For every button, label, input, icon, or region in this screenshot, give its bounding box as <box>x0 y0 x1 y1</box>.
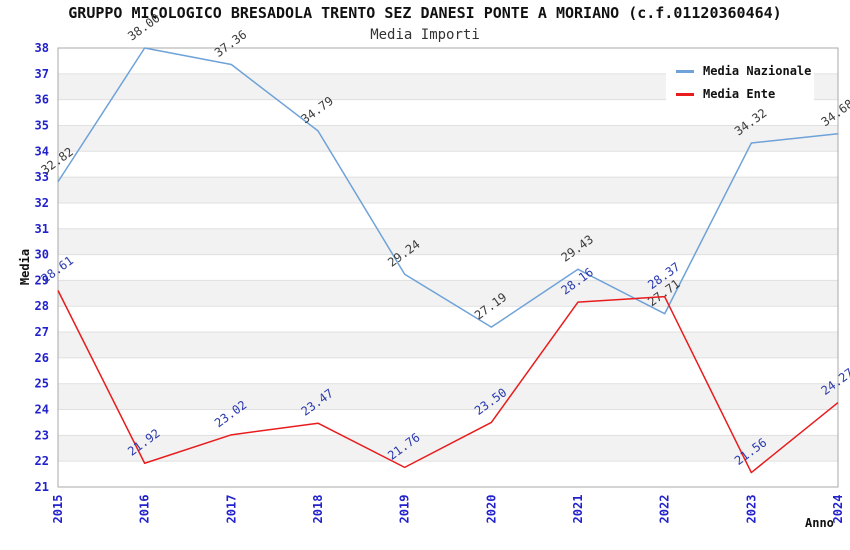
chart-subtitle: Media Importi <box>370 27 480 43</box>
svg-text:21: 21 <box>35 480 49 494</box>
svg-text:34: 34 <box>35 144 49 158</box>
svg-text:2018: 2018 <box>311 495 325 524</box>
series-line-1 <box>57 290 839 474</box>
legend-label-media-ente: Media Ente <box>703 87 776 101</box>
svg-text:28: 28 <box>35 299 49 313</box>
legend-swatch-blue-line-icon <box>676 69 694 73</box>
legend-item-media-nazionale: Media Nazionale <box>676 64 812 78</box>
legend-swatch-red-line-icon <box>676 92 694 96</box>
x-axis-title: Anno <box>805 516 834 530</box>
svg-text:2021: 2021 <box>571 495 585 524</box>
svg-text:2016: 2016 <box>138 495 152 524</box>
gridlines <box>58 47 838 488</box>
svg-text:26: 26 <box>35 351 49 365</box>
y-tick-labels: 21 22 23 24 25 26 27 28 29 30 31 32 33 34 35 36 37 38 <box>35 41 49 494</box>
x-tick-labels: 2015 2016 2017 2018 2019 2020 2021 2022 2023 2024 <box>51 495 845 524</box>
svg-text:2022: 2022 <box>658 495 672 524</box>
chart-title: GRUPPO MICOLOGICO BRESADOLA TRENTO SEZ D… <box>68 4 782 22</box>
svg-text:25: 25 <box>35 377 49 391</box>
svg-text:22: 22 <box>35 454 49 468</box>
svg-text:38.00: 38.00 <box>125 11 162 44</box>
legend-label-media-nazionale: Media Nazionale <box>703 64 812 78</box>
svg-text:31: 31 <box>35 222 49 236</box>
svg-text:2023: 2023 <box>744 495 758 524</box>
svg-text:27: 27 <box>35 325 49 339</box>
svg-text:30: 30 <box>35 248 49 262</box>
svg-text:32: 32 <box>35 196 49 210</box>
svg-text:38: 38 <box>35 41 49 55</box>
svg-text:23: 23 <box>35 428 49 442</box>
svg-text:33: 33 <box>35 170 49 184</box>
series-line-0 <box>57 47 839 328</box>
svg-text:35: 35 <box>35 118 49 132</box>
svg-text:2019: 2019 <box>398 495 412 524</box>
svg-text:34.68: 34.68 <box>819 97 850 130</box>
plot-bands <box>58 73 838 462</box>
svg-text:29: 29 <box>35 273 49 287</box>
svg-text:37.36: 37.36 <box>212 27 249 60</box>
svg-text:37: 37 <box>35 67 49 81</box>
svg-text:2024: 2024 <box>831 495 845 524</box>
legend-item-media-ente: Media Ente <box>676 87 808 101</box>
svg-text:36: 36 <box>35 93 49 107</box>
svg-text:2020: 2020 <box>484 495 498 524</box>
svg-text:2017: 2017 <box>224 495 238 524</box>
svg-text:2015: 2015 <box>51 495 65 524</box>
legend: Media Nazionale Media Ente <box>666 56 814 109</box>
y-axis-title: Media <box>18 248 33 286</box>
svg-text:24: 24 <box>35 403 49 417</box>
plot-border <box>57 47 839 488</box>
